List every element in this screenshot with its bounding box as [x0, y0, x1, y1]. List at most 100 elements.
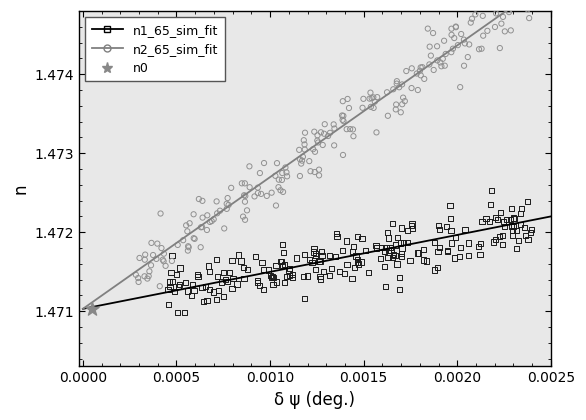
Point [347, 275, 357, 282]
Point [372, 129, 381, 136]
Point [184, 244, 193, 251]
Point [416, 72, 425, 79]
Point [366, 89, 375, 96]
Point [460, 40, 469, 47]
Point [483, 27, 492, 34]
Point [205, 268, 214, 275]
Point [383, 113, 393, 119]
Point [183, 228, 192, 235]
Point [152, 255, 161, 262]
Point [349, 243, 359, 249]
Point [504, 7, 513, 13]
Point [376, 255, 385, 262]
Point [223, 195, 232, 202]
Point [179, 237, 188, 244]
Point [495, 45, 505, 51]
Point [227, 285, 237, 291]
Point [197, 224, 207, 231]
Point [398, 94, 408, 101]
Point [298, 153, 308, 160]
Point [272, 160, 282, 166]
Point [285, 265, 294, 272]
Point [255, 282, 264, 289]
Point [245, 184, 254, 191]
Point [148, 252, 158, 258]
Point [175, 265, 185, 271]
Point [182, 288, 192, 294]
Point [339, 118, 348, 124]
Point [343, 96, 352, 102]
Point [329, 121, 338, 128]
Point [197, 284, 207, 291]
Point [407, 222, 416, 229]
Point [435, 244, 444, 251]
Point [213, 273, 222, 280]
Point [323, 133, 333, 139]
Point [451, 234, 460, 241]
Point [477, 218, 486, 225]
Point [268, 281, 278, 288]
Point [278, 241, 287, 248]
Point [292, 255, 302, 261]
Point [332, 230, 341, 237]
Point [280, 279, 289, 286]
Point [519, 224, 529, 231]
Point [220, 225, 229, 232]
X-axis label: δ ψ (deg.): δ ψ (deg.) [274, 391, 356, 409]
Point [317, 248, 326, 255]
Point [316, 129, 326, 136]
Point [145, 268, 154, 275]
Point [508, 232, 517, 239]
Point [453, 42, 462, 48]
Point [156, 210, 165, 217]
Point [447, 49, 456, 55]
Point [311, 266, 320, 273]
Point [300, 146, 309, 153]
Point [268, 273, 278, 280]
Point [330, 125, 339, 132]
Point [372, 242, 381, 249]
Point [299, 137, 308, 144]
Point [435, 226, 444, 233]
Point [358, 105, 367, 111]
Point [267, 189, 277, 196]
Point [141, 251, 150, 258]
Point [342, 238, 351, 244]
Point [526, 229, 535, 236]
Point [281, 164, 290, 171]
Point [279, 249, 288, 256]
Point [389, 86, 398, 93]
Point [325, 129, 335, 136]
Point [465, 41, 474, 48]
Point [253, 277, 262, 284]
Point [338, 247, 347, 254]
Point [395, 286, 404, 292]
Point [445, 202, 455, 208]
Point [380, 283, 390, 289]
Point [240, 180, 250, 187]
Point [229, 276, 238, 282]
Point [416, 64, 425, 71]
Point [233, 281, 242, 287]
Point [517, 0, 526, 4]
Point [503, 0, 513, 4]
Point [406, 257, 415, 264]
Point [399, 239, 408, 246]
Point [492, 0, 501, 4]
Point [312, 137, 322, 144]
Point [403, 228, 413, 234]
Point [190, 236, 199, 242]
Point [271, 262, 281, 269]
Point [386, 247, 396, 254]
Point [315, 257, 324, 264]
Point [157, 245, 166, 252]
Point [440, 62, 449, 69]
Point [140, 256, 149, 263]
Point [524, 15, 534, 21]
Point [397, 250, 407, 257]
Point [262, 192, 271, 199]
Point [193, 272, 203, 278]
Point [407, 220, 417, 227]
Point [313, 132, 322, 139]
Point [391, 106, 400, 113]
